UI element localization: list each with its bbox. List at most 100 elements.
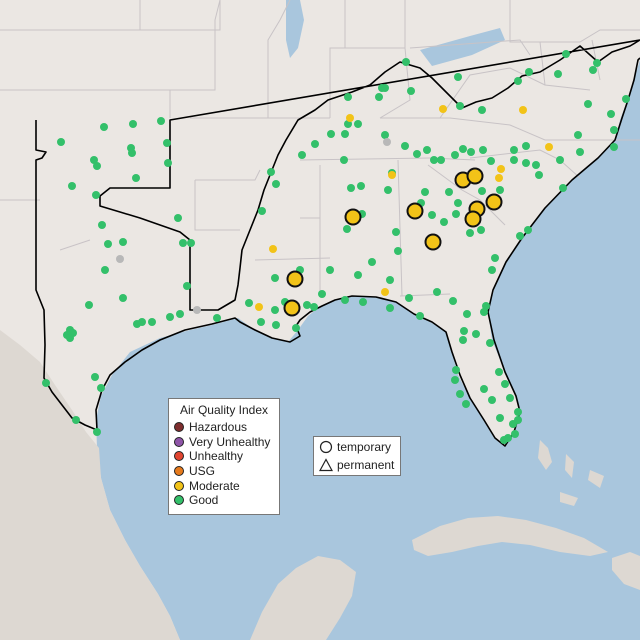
monitor-site-good[interactable] bbox=[477, 226, 485, 234]
monitor-site-moderate[interactable] bbox=[495, 174, 503, 182]
monitor-site-good[interactable] bbox=[562, 50, 570, 58]
monitor-site-good[interactable] bbox=[495, 368, 503, 376]
monitor-site-good[interactable] bbox=[496, 414, 504, 422]
monitor-site-good[interactable] bbox=[128, 149, 136, 157]
monitor-site-good[interactable] bbox=[258, 207, 266, 215]
monitor-site-good[interactable] bbox=[556, 156, 564, 164]
monitor-site-good[interactable] bbox=[452, 366, 460, 374]
monitor-site-good[interactable] bbox=[326, 266, 334, 274]
monitor-site-good[interactable] bbox=[589, 66, 597, 74]
monitor-site-good[interactable] bbox=[92, 191, 100, 199]
monitor-site-good[interactable] bbox=[72, 416, 80, 424]
monitor-site-good[interactable] bbox=[257, 318, 265, 326]
temporary-monitor-moderate[interactable] bbox=[485, 193, 503, 211]
monitor-site-good[interactable] bbox=[610, 143, 618, 151]
monitor-site-good[interactable] bbox=[344, 93, 352, 101]
monitor-site-good[interactable] bbox=[176, 310, 184, 318]
monitor-site-good[interactable] bbox=[119, 294, 127, 302]
monitor-site-good[interactable] bbox=[340, 156, 348, 164]
monitor-site-good[interactable] bbox=[183, 282, 191, 290]
monitor-site-good[interactable] bbox=[90, 156, 98, 164]
monitor-site-good[interactable] bbox=[584, 100, 592, 108]
monitor-site-good[interactable] bbox=[535, 171, 543, 179]
monitor-site-good[interactable] bbox=[488, 396, 496, 404]
monitor-site-good[interactable] bbox=[394, 247, 402, 255]
monitor-site-good[interactable] bbox=[622, 95, 630, 103]
temporary-monitor-moderate[interactable] bbox=[286, 270, 304, 288]
monitor-site-no-data[interactable] bbox=[383, 138, 391, 146]
monitor-site-good[interactable] bbox=[133, 320, 141, 328]
monitor-site-good[interactable] bbox=[402, 58, 410, 66]
monitor-site-good[interactable] bbox=[381, 84, 389, 92]
monitor-site-good[interactable] bbox=[440, 218, 448, 226]
temporary-monitor-moderate[interactable] bbox=[464, 210, 482, 228]
monitor-site-good[interactable] bbox=[437, 156, 445, 164]
monitor-site-good[interactable] bbox=[487, 157, 495, 165]
monitor-site-good[interactable] bbox=[456, 390, 464, 398]
monitor-site-good[interactable] bbox=[510, 156, 518, 164]
monitor-site-good[interactable] bbox=[416, 312, 424, 320]
monitor-site-good[interactable] bbox=[100, 123, 108, 131]
monitor-site-good[interactable] bbox=[506, 394, 514, 402]
monitor-site-good[interactable] bbox=[354, 271, 362, 279]
monitor-site-good[interactable] bbox=[267, 168, 275, 176]
monitor-site-good[interactable] bbox=[459, 145, 467, 153]
temporary-monitor-moderate[interactable] bbox=[344, 208, 362, 226]
monitor-site-moderate[interactable] bbox=[388, 171, 396, 179]
monitor-site-good[interactable] bbox=[164, 159, 172, 167]
monitor-site-good[interactable] bbox=[381, 131, 389, 139]
monitor-site-good[interactable] bbox=[271, 306, 279, 314]
temporary-monitor-moderate[interactable] bbox=[283, 299, 301, 317]
monitor-site-good[interactable] bbox=[452, 210, 460, 218]
monitor-site-moderate[interactable] bbox=[255, 303, 263, 311]
monitor-site-good[interactable] bbox=[407, 87, 415, 95]
monitor-site-good[interactable] bbox=[593, 59, 601, 67]
monitor-site-good[interactable] bbox=[66, 334, 74, 342]
monitor-site-good[interactable] bbox=[413, 150, 421, 158]
monitor-site-good[interactable] bbox=[341, 296, 349, 304]
monitor-site-good[interactable] bbox=[524, 226, 532, 234]
monitor-site-good[interactable] bbox=[174, 214, 182, 222]
monitor-site-good[interactable] bbox=[68, 182, 76, 190]
monitor-site-good[interactable] bbox=[478, 106, 486, 114]
monitor-site-moderate[interactable] bbox=[439, 105, 447, 113]
monitor-site-good[interactable] bbox=[451, 376, 459, 384]
monitor-site-good[interactable] bbox=[343, 225, 351, 233]
monitor-site-good[interactable] bbox=[532, 161, 540, 169]
monitor-site-good[interactable] bbox=[392, 228, 400, 236]
monitor-site-good[interactable] bbox=[522, 142, 530, 150]
monitor-site-good[interactable] bbox=[454, 73, 462, 81]
monitor-site-good[interactable] bbox=[386, 276, 394, 284]
monitor-site-good[interactable] bbox=[576, 148, 584, 156]
monitor-site-good[interactable] bbox=[480, 308, 488, 316]
monitor-site-good[interactable] bbox=[97, 384, 105, 392]
temporary-monitor-moderate[interactable] bbox=[406, 202, 424, 220]
monitor-site-good[interactable] bbox=[500, 436, 508, 444]
monitor-site-good[interactable] bbox=[42, 379, 50, 387]
monitor-site-no-data[interactable] bbox=[116, 255, 124, 263]
monitor-site-good[interactable] bbox=[479, 146, 487, 154]
monitor-site-good[interactable] bbox=[271, 274, 279, 282]
monitor-site-good[interactable] bbox=[559, 184, 567, 192]
monitor-site-good[interactable] bbox=[318, 290, 326, 298]
monitor-site-good[interactable] bbox=[386, 304, 394, 312]
monitor-site-good[interactable] bbox=[430, 156, 438, 164]
monitor-site-good[interactable] bbox=[449, 297, 457, 305]
monitor-site-good[interactable] bbox=[119, 238, 127, 246]
monitor-site-good[interactable] bbox=[405, 294, 413, 302]
monitor-site-good[interactable] bbox=[359, 298, 367, 306]
monitor-site-good[interactable] bbox=[310, 303, 318, 311]
monitor-site-good[interactable] bbox=[463, 310, 471, 318]
monitor-site-moderate[interactable] bbox=[269, 245, 277, 253]
monitor-site-good[interactable] bbox=[467, 148, 475, 156]
temporary-monitor-moderate[interactable] bbox=[424, 233, 442, 251]
monitor-site-good[interactable] bbox=[157, 117, 165, 125]
monitor-site-good[interactable] bbox=[472, 330, 480, 338]
monitor-site-good[interactable] bbox=[511, 430, 519, 438]
monitor-site-good[interactable] bbox=[488, 266, 496, 274]
monitor-site-good[interactable] bbox=[375, 93, 383, 101]
monitor-site-good[interactable] bbox=[104, 240, 112, 248]
monitor-site-moderate[interactable] bbox=[381, 288, 389, 296]
monitor-site-good[interactable] bbox=[610, 126, 618, 134]
monitor-site-good[interactable] bbox=[129, 120, 137, 128]
